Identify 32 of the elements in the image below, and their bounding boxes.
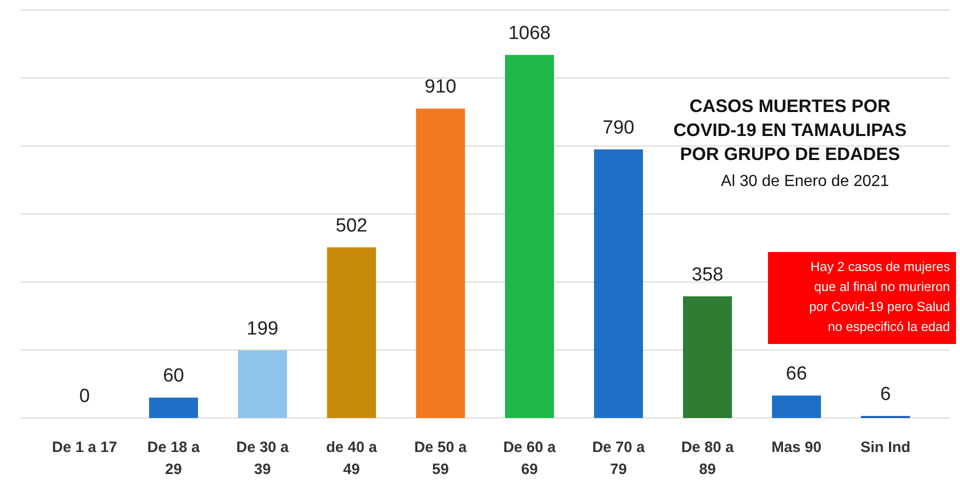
bar: [772, 396, 821, 418]
x-tick-label: De 50 a 59: [414, 439, 468, 478]
data-label: 199: [246, 318, 278, 340]
bar: [594, 149, 643, 418]
text: CASOS MUERTES POR COVID-19 EN TAMAULIPAS POR GRUPO DE EDADES: [673, 96, 907, 164]
bar: [505, 54, 554, 418]
x-tick-label: Mas 90: [771, 439, 822, 456]
note-box: Hay 2 casos de mujeres que al final no murieron por Covid-19 pero Salud no especificó la edad: [768, 252, 956, 344]
x-tick-label: De 80 a 89: [681, 439, 734, 478]
x-tick-label: De 1 a 17: [52, 439, 118, 456]
x-tick-label: De 18 a 29: [147, 439, 200, 478]
data-label: 910: [424, 76, 456, 98]
data-label: 502: [336, 215, 368, 236]
x-tick-label: De 30 a 39: [236, 439, 290, 478]
bar: [149, 398, 198, 418]
text: Al 30 de Enero de 2021: [720, 173, 890, 190]
data-label: 358: [692, 264, 724, 286]
x-tick-label: De 70 a 79: [592, 439, 646, 478]
x-tick-label: de 40 a 49: [326, 439, 378, 478]
x-tick-label: Sin Ind: [860, 439, 910, 456]
data-label: 66: [786, 364, 808, 385]
data-label: 6: [880, 384, 891, 405]
x-tick-label: De 60 a 69: [503, 439, 556, 478]
bar: [683, 296, 732, 418]
annotation: Hay 2 casos de mujeres que al final no murieron por Covid-19 pero Salud no especificó la edad: [809, 259, 950, 334]
data-label: 1068: [508, 22, 551, 44]
bar: [416, 108, 465, 418]
data-label: 790: [602, 117, 634, 138]
bar: [238, 350, 287, 418]
bar: [327, 247, 376, 418]
data-label: 0: [79, 386, 90, 407]
data-label: 60: [162, 366, 184, 387]
